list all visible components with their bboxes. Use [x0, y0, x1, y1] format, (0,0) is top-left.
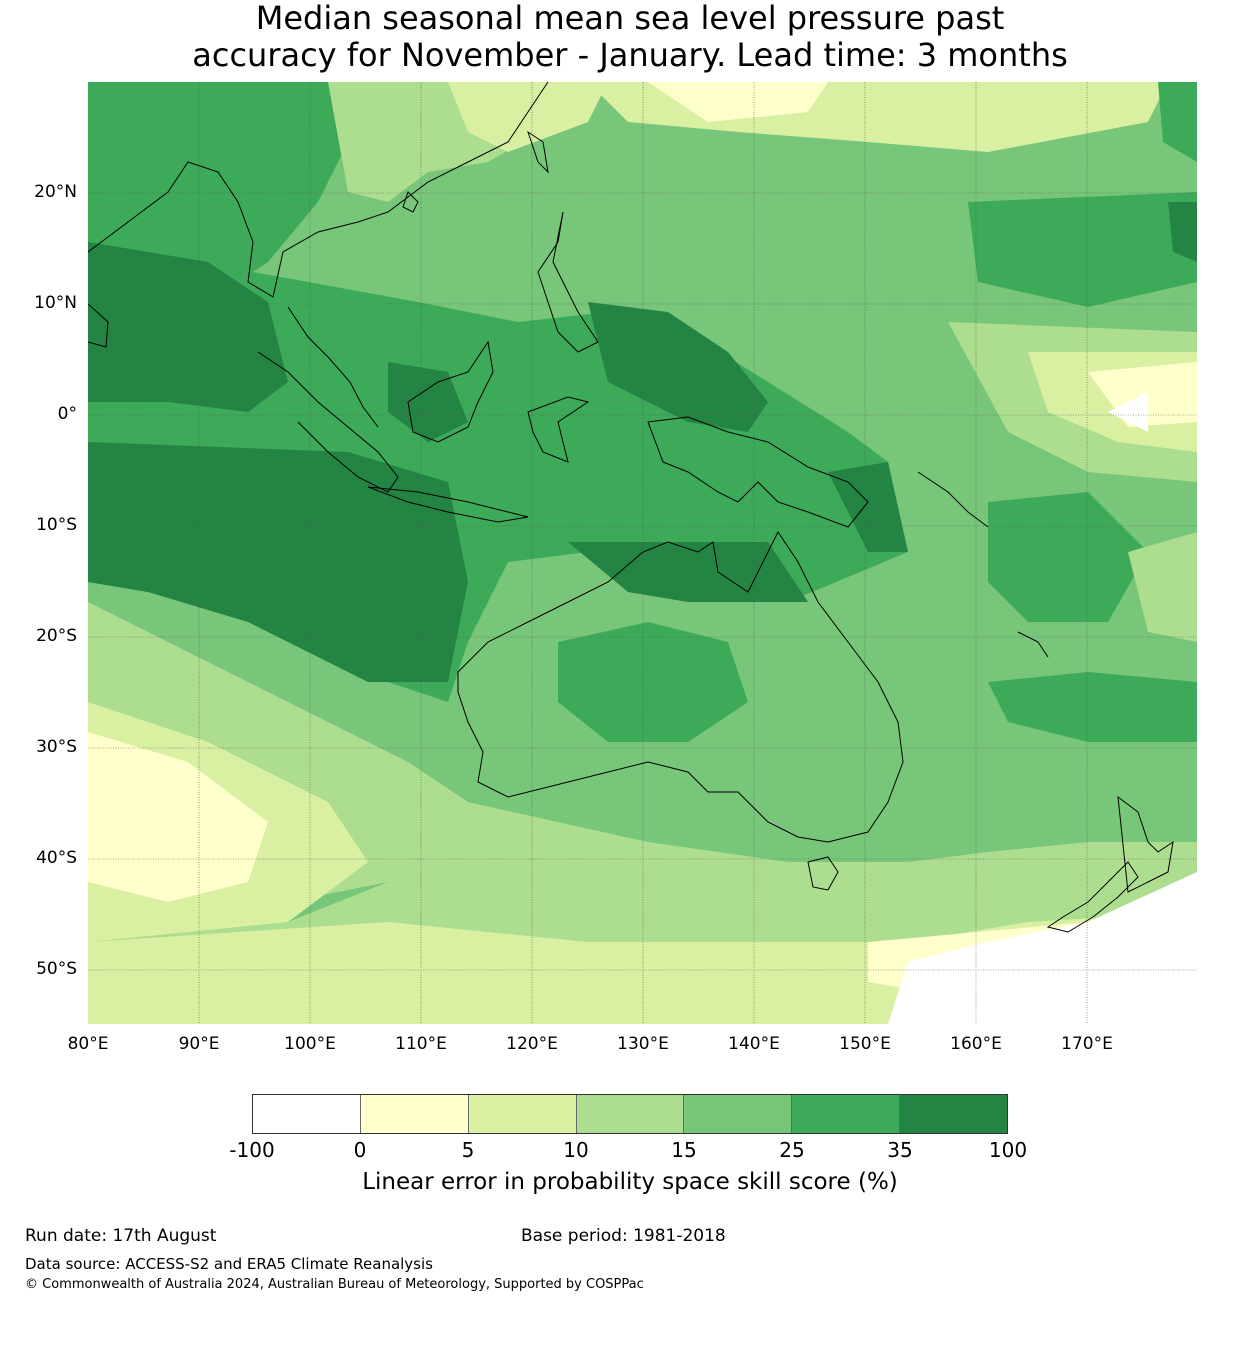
coast-sumatra [257, 351, 399, 493]
colorbar-label: Linear error in probability space skill … [362, 1169, 898, 1195]
colorbar-tick-15: 15 [671, 1138, 697, 1162]
field-southern-ocean-minimum [88, 732, 268, 902]
colorbar-segment-10-15 [576, 1095, 685, 1133]
colorbar-tick-35: 35 [887, 1138, 913, 1162]
lon-label-170e: 170°E [1061, 1034, 1113, 1054]
graticule [88, 82, 1197, 1024]
field-australia-north [558, 622, 748, 742]
coast-asia [88, 82, 549, 298]
lat-label-20n: 20°N [34, 182, 77, 202]
title-line-2: accuracy for November - January. Lead ti… [192, 36, 1068, 74]
coastlines [88, 82, 1174, 933]
lon-label-140e: 140°E [728, 1034, 780, 1054]
lat-label-50s: 50°S [36, 959, 77, 979]
field-far-northeast [1158, 82, 1197, 162]
field-north-pacific-core [1168, 202, 1197, 262]
field-bay-of-bengal [88, 242, 288, 412]
colorbar-tick-25: 25 [779, 1138, 805, 1162]
copyright: © Commonwealth of Australia 2024, Austra… [25, 1277, 644, 1292]
lon-label-100e: 100°E [284, 1034, 336, 1054]
lat-label-10s: 10°S [36, 515, 77, 535]
colorbar-segment-15-25 [684, 1095, 793, 1133]
lat-label-40s: 40°S [36, 848, 77, 868]
field-equatorial-negative [1108, 392, 1148, 432]
lat-label-30s: 30°S [36, 737, 77, 757]
colorbar-tick-10: 10 [563, 1138, 589, 1162]
coast-new-guinea [647, 416, 869, 528]
lon-label-130e: 130°E [617, 1034, 669, 1054]
field-south-negative [888, 872, 1197, 1024]
field-equatorial-minimum [1088, 362, 1197, 427]
colorbar-segment-neg100-0 [253, 1095, 361, 1133]
coast-tasmania [807, 856, 839, 891]
coast-philippines [537, 211, 599, 353]
colorbar-segment-25-35 [792, 1095, 901, 1133]
field-arafura-sea [568, 542, 808, 602]
lon-label-120e: 120°E [506, 1034, 558, 1054]
coast-australia [457, 531, 904, 843]
coast-nz-south [1046, 861, 1139, 933]
run-date: Run date: 17th August [25, 1226, 217, 1246]
coast-sri-lanka [88, 303, 109, 348]
coast-borneo [407, 340, 494, 443]
coast-sulawesi [527, 396, 590, 463]
coast-solomons [917, 471, 989, 528]
colorbar-tick-100: 100 [988, 1138, 1028, 1162]
lon-label-90e: 90°E [178, 1034, 220, 1054]
colorbar-segment-35-100 [900, 1095, 1008, 1133]
colorbar-tick-5: 5 [461, 1138, 475, 1162]
colorbar-tick-0: 0 [353, 1138, 367, 1162]
colorbar [252, 1094, 1008, 1134]
field-southwest-pacific [988, 492, 1148, 622]
coast-new-caledonia [1017, 631, 1049, 658]
coast-java [367, 486, 529, 523]
lon-label-80e: 80°E [67, 1034, 109, 1054]
field-south-indian-core [88, 442, 468, 682]
lon-label-110e: 110°E [395, 1034, 447, 1054]
chart-title: Median seasonal mean sea level pressure … [0, 0, 1260, 74]
field-philippine-sea [588, 302, 768, 432]
lon-label-150e: 150°E [839, 1034, 891, 1054]
colorbar-tick-neg100: -100 [229, 1138, 275, 1162]
lon-label-160e: 160°E [950, 1034, 1002, 1054]
lat-label-10n: 10°N [34, 293, 77, 313]
coast-hainan [402, 191, 419, 213]
coast-nz-north [1117, 795, 1174, 893]
skill-map-svg [88, 82, 1197, 1024]
coast-malay [287, 306, 379, 428]
colorbar-segment-5-10 [468, 1095, 577, 1133]
skill-map [88, 82, 1197, 1024]
field-borneo [388, 362, 468, 442]
field-south-pacific-east [1128, 532, 1197, 642]
base-period: Base period: 1981-2018 [521, 1226, 726, 1246]
field-north-pacific-band [968, 192, 1197, 307]
lat-label-0: 0° [57, 404, 77, 424]
colorbar-segment-0-5 [360, 1095, 469, 1133]
title-line-1: Median seasonal mean sea level pressure … [255, 0, 1005, 37]
field-nw-pacific-low [648, 82, 828, 122]
coast-taiwan [527, 130, 549, 174]
field-china-coast [448, 82, 608, 152]
field-coral-north [828, 462, 908, 552]
data-source: Data source: ACCESS-S2 and ERA5 Climate … [25, 1255, 433, 1273]
field-tasman-band [988, 672, 1197, 742]
lat-label-20s: 20°S [36, 626, 77, 646]
